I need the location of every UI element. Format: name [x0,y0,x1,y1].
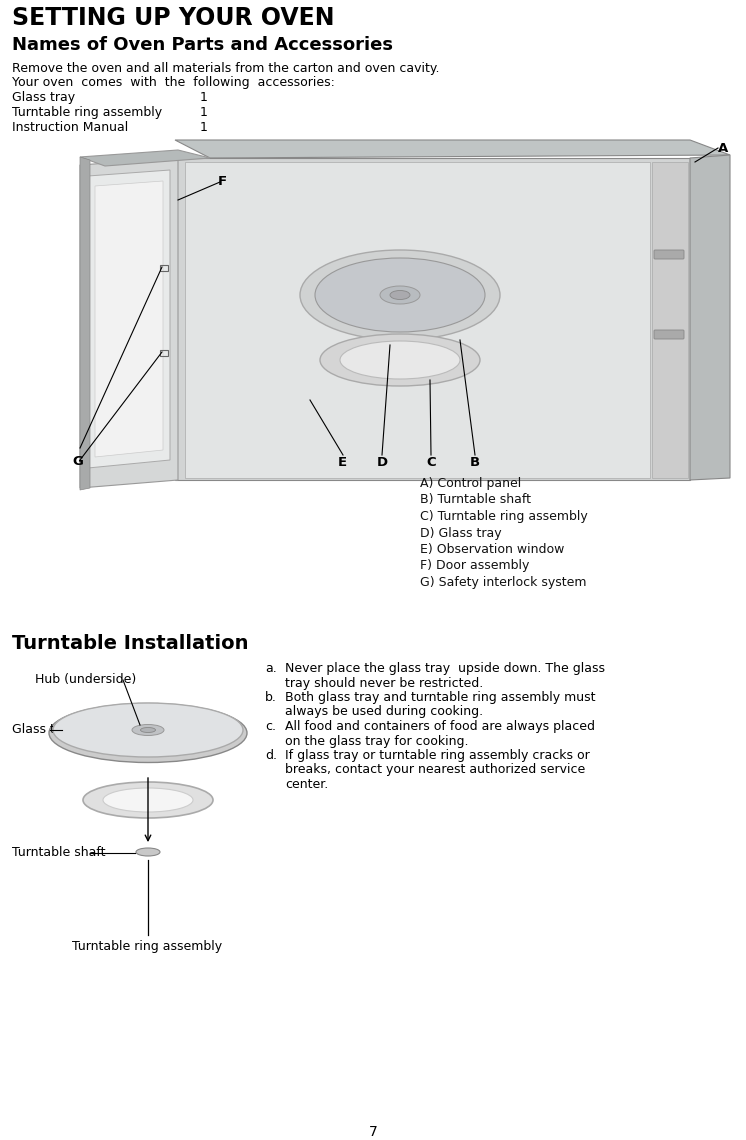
Bar [160,350,168,356]
Text: SETTING UP YOUR OVEN: SETTING UP YOUR OVEN [12,6,334,30]
Text: C: C [426,456,436,469]
Text: A) Control panel: A) Control panel [420,477,521,490]
Text: tray should never be restricted.: tray should never be restricted. [285,676,483,690]
Text: breaks, contact your nearest authorized service: breaks, contact your nearest authorized … [285,764,586,776]
Text: Glass tray: Glass tray [12,91,75,104]
Ellipse shape [390,291,410,300]
Ellipse shape [136,848,160,856]
Text: D: D [377,456,388,469]
Text: F) Door assembly: F) Door assembly [420,560,530,572]
Text: b.: b. [265,691,277,705]
Text: All food and containers of food are always placed: All food and containers of food are alwa… [285,720,595,733]
Text: Glass tray: Glass tray [12,724,75,736]
Ellipse shape [340,341,460,378]
Polygon shape [80,150,210,166]
Text: Turntable shaft: Turntable shaft [12,847,105,860]
Polygon shape [80,158,178,488]
Text: Instruction Manual: Instruction Manual [12,121,128,135]
Polygon shape [80,157,90,490]
Polygon shape [88,170,170,469]
Polygon shape [175,158,690,480]
Ellipse shape [49,703,247,763]
Polygon shape [95,181,163,457]
Text: always be used during cooking.: always be used during cooking. [285,706,483,718]
Text: F: F [218,176,227,188]
Text: E: E [338,456,347,469]
Text: Names of Oven Parts and Accessories: Names of Oven Parts and Accessories [12,36,393,54]
Ellipse shape [315,258,485,332]
Polygon shape [690,155,730,480]
Ellipse shape [140,727,155,733]
Text: Your oven  comes  with  the  following  accessories:: Your oven comes with the following acces… [12,76,335,89]
Text: C) Turntable ring assembly: C) Turntable ring assembly [420,510,588,523]
Text: Turntable ring assembly: Turntable ring assembly [72,940,222,953]
Text: Never place the glass tray  upside down. The glass: Never place the glass tray upside down. … [285,662,605,675]
Text: c.: c. [265,720,276,733]
Text: center.: center. [285,777,328,791]
Text: D) Glass tray: D) Glass tray [420,527,501,539]
Ellipse shape [83,782,213,819]
Polygon shape [185,162,650,478]
Ellipse shape [132,725,164,735]
Text: Remove the oven and all materials from the carton and oven cavity.: Remove the oven and all materials from t… [12,62,439,75]
FancyBboxPatch shape [654,329,684,339]
Text: A: A [718,142,728,155]
Bar [160,264,168,271]
Text: B) Turntable shaft: B) Turntable shaft [420,494,531,506]
Ellipse shape [103,788,193,812]
Text: d.: d. [265,749,277,762]
Text: a.: a. [265,662,277,675]
Text: Turntable Installation: Turntable Installation [12,634,248,653]
Text: G: G [72,455,83,469]
Ellipse shape [380,286,420,304]
Text: Both glass tray and turntable ring assembly must: Both glass tray and turntable ring assem… [285,691,595,705]
Ellipse shape [320,334,480,386]
Polygon shape [175,140,730,158]
Text: 1: 1 [200,91,208,104]
Text: Hub (underside): Hub (underside) [35,673,137,686]
Text: Turntable ring assembly: Turntable ring assembly [12,106,162,119]
Text: B: B [470,456,480,469]
Text: G) Safety interlock system: G) Safety interlock system [420,576,586,589]
Text: 1: 1 [200,121,208,135]
Text: on the glass tray for cooking.: on the glass tray for cooking. [285,734,468,748]
Polygon shape [652,162,688,478]
FancyBboxPatch shape [654,250,684,259]
Text: E) Observation window: E) Observation window [420,543,565,556]
Text: If glass tray or turntable ring assembly cracks or: If glass tray or turntable ring assembly… [285,749,590,762]
Ellipse shape [300,250,500,340]
Ellipse shape [53,703,243,757]
Text: 1: 1 [200,106,208,119]
Text: 7: 7 [369,1125,377,1139]
